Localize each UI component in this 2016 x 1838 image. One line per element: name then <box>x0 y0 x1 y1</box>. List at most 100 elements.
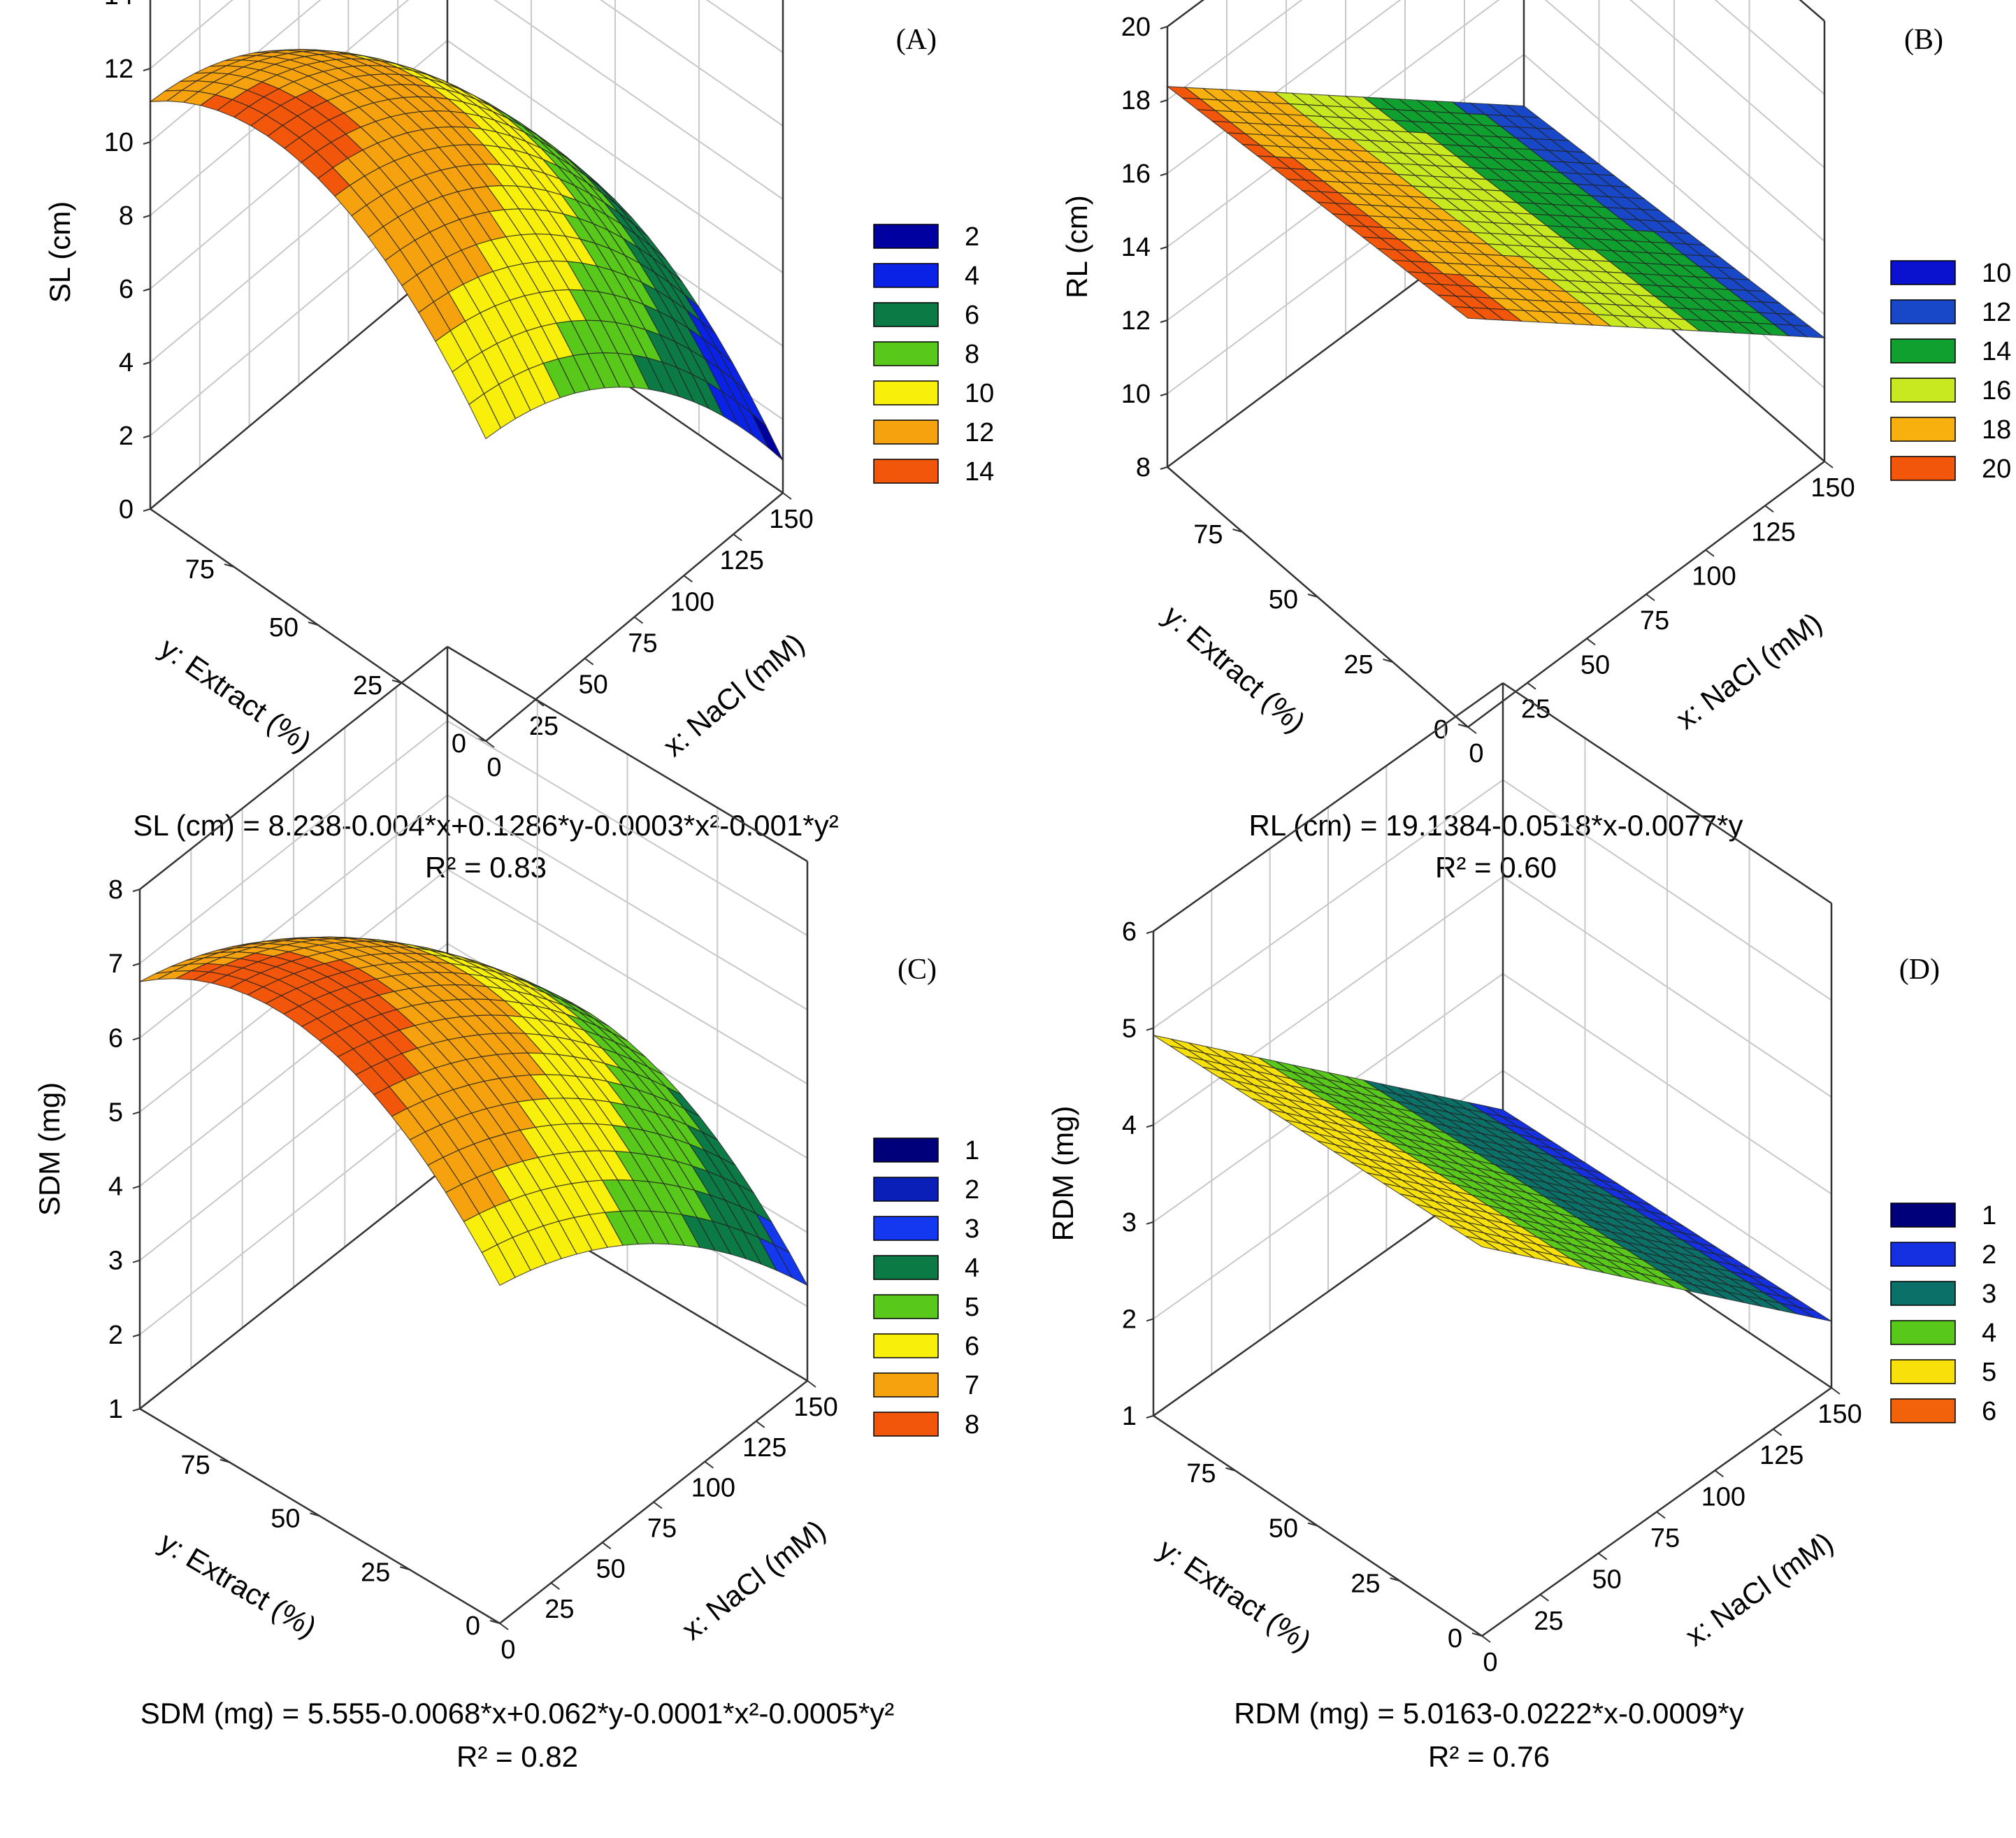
y-axis-title: y: Extract (%) <box>154 1525 322 1644</box>
r-squared: R² = 0.82 <box>456 1740 578 1773</box>
y-tick <box>219 1458 231 1463</box>
x-tick <box>602 1542 612 1550</box>
x-tick-label: 75 <box>1650 1524 1680 1553</box>
z-tick <box>143 288 151 292</box>
x-tick <box>1646 594 1655 601</box>
x-tick-label: 25 <box>1521 695 1550 724</box>
x-tick <box>1598 1552 1608 1560</box>
y-tick <box>1457 724 1469 728</box>
z-tick-label: 0 <box>119 495 134 524</box>
z-tick-label: 6 <box>119 275 134 304</box>
x-axis-title: x: NaCl (mM) <box>1679 1525 1839 1653</box>
legend-swatch <box>873 1177 939 1202</box>
x-tick <box>807 1380 816 1388</box>
x-tick <box>485 740 495 748</box>
y-tick-label: 25 <box>353 671 382 701</box>
panel-label: (A) <box>896 24 937 56</box>
y-tick-label: 75 <box>1186 1459 1216 1488</box>
grid-line <box>1523 54 1825 315</box>
legend-label: 2 <box>965 1175 979 1205</box>
legend-label: 6 <box>965 301 979 330</box>
response-surface <box>149 49 784 461</box>
x-tick-label: 100 <box>691 1474 735 1503</box>
x-tick <box>1831 1387 1841 1395</box>
y-tick <box>1307 594 1318 598</box>
legend-swatch <box>1890 1281 1956 1306</box>
legend-label: 6 <box>1982 1397 1996 1426</box>
grid-line <box>1153 779 1504 1029</box>
y-tick-label: 75 <box>1193 520 1223 550</box>
legend-label: 2 <box>1982 1240 1996 1270</box>
regression-equation: SDM (mg) = 5.555-0.0068*x+0.062*y-0.0001… <box>141 1697 895 1730</box>
x-tick <box>1656 1511 1666 1519</box>
regression-equation: RDM (mg) = 5.0163-0.0222*x-0.0009*y <box>1234 1697 1744 1730</box>
z-tick <box>1146 1124 1154 1128</box>
z-tick-label: 10 <box>1121 380 1151 409</box>
panel-label: (B) <box>1904 24 1943 56</box>
x-tick <box>704 1460 714 1469</box>
z-tick-label: 8 <box>119 201 134 231</box>
legend-swatch <box>873 1412 939 1437</box>
z-tick <box>132 1333 141 1337</box>
y-tick <box>1225 1467 1236 1472</box>
legend-label: 7 <box>965 1371 979 1400</box>
z-tick-label: 18 <box>1121 86 1151 115</box>
legend-swatch <box>1890 1242 1956 1267</box>
y-tick-label: 0 <box>1448 1624 1462 1653</box>
legend-label: 8 <box>965 1410 979 1439</box>
grid-line <box>1714 0 1825 95</box>
z-tick <box>132 1259 141 1263</box>
y-tick <box>1383 659 1393 663</box>
x-tick <box>1467 726 1477 734</box>
z-tick-label: 5 <box>1122 1014 1137 1044</box>
x-tick <box>1586 638 1596 646</box>
z-tick-label: 16 <box>1121 159 1151 189</box>
legend-label: 1 <box>965 1136 979 1165</box>
z-tick-label: 10 <box>104 128 134 157</box>
z-tick <box>143 508 151 512</box>
legend-swatch <box>873 224 939 249</box>
z-tick-label: 12 <box>1121 306 1151 336</box>
z-tick-label: 6 <box>1122 917 1137 947</box>
grid-line <box>1544 0 1825 242</box>
legend-swatch <box>873 302 939 327</box>
z-tick <box>143 361 151 365</box>
surface-cell <box>481 1244 516 1286</box>
z-tick <box>132 1111 141 1115</box>
legend-label: 3 <box>1982 1279 1996 1309</box>
response-surface <box>139 936 809 1287</box>
z-axis-title: RL (cm) <box>1060 195 1093 299</box>
y-tick-label: 50 <box>1269 585 1298 615</box>
legend-label: 14 <box>965 457 994 487</box>
grid-line <box>150 0 233 69</box>
grid-line <box>1629 0 1825 168</box>
grid-line <box>1502 1070 1832 1292</box>
x-tick-label: 125 <box>742 1433 786 1463</box>
z-tick-label: 5 <box>108 1098 123 1127</box>
grid-line <box>1502 779 1832 1001</box>
x-tick <box>584 657 594 666</box>
z-axis-title: SL (cm) <box>43 201 76 303</box>
y-tick <box>391 680 403 684</box>
grid-line <box>139 794 448 1039</box>
z-tick <box>132 1408 141 1412</box>
surface-cell <box>468 393 502 440</box>
legend-label: 8 <box>965 340 979 369</box>
x-tick <box>550 1582 560 1590</box>
legend-label: 4 <box>965 1254 979 1283</box>
legend-swatch <box>873 1294 939 1319</box>
x-tick-label: 0 <box>487 753 501 782</box>
x-tick-label: 150 <box>793 1393 837 1422</box>
z-tick <box>1160 99 1168 103</box>
legend-swatch <box>1890 299 1956 324</box>
x-tick <box>1705 549 1715 557</box>
z-tick-label: 4 <box>119 348 134 378</box>
z-tick <box>132 1037 141 1041</box>
x-tick-label: 0 <box>501 1635 515 1665</box>
z-tick <box>1160 26 1168 29</box>
legend-label: 2 <box>965 222 979 252</box>
x-tick-label: 25 <box>545 1595 574 1624</box>
z-tick <box>143 68 151 71</box>
grid-line <box>1153 876 1504 1126</box>
